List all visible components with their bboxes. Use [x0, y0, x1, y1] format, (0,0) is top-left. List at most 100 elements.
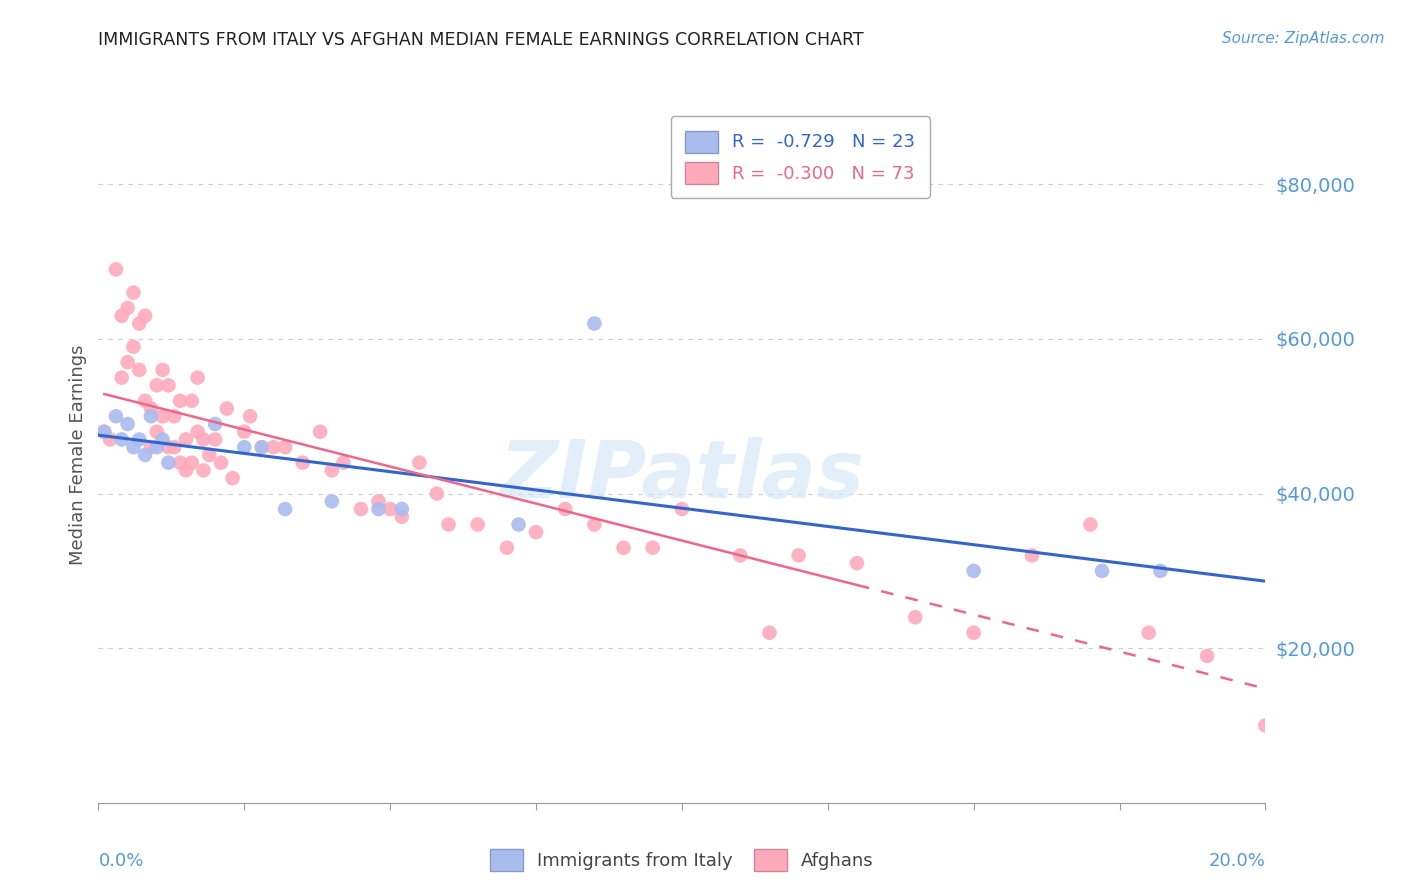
Point — [845, 556, 868, 570]
Point — [122, 440, 145, 454]
Point — [728, 549, 751, 563]
Point — [111, 433, 134, 447]
Point — [524, 525, 547, 540]
Point — [426, 486, 449, 500]
Point — [187, 370, 209, 384]
Point — [274, 502, 297, 516]
Point — [612, 541, 634, 555]
Point — [157, 440, 180, 454]
Point — [758, 625, 780, 640]
Point — [408, 456, 430, 470]
Point — [309, 425, 332, 439]
Point — [378, 502, 402, 516]
Point — [904, 610, 927, 624]
Point — [1254, 718, 1277, 732]
Point — [117, 301, 139, 315]
Point — [467, 517, 489, 532]
Point — [274, 440, 297, 454]
Point — [128, 433, 150, 447]
Point — [350, 502, 373, 516]
Point — [962, 564, 984, 578]
Point — [128, 317, 150, 331]
Point — [250, 440, 273, 454]
Point — [321, 463, 343, 477]
Point — [117, 355, 139, 369]
Point — [180, 393, 202, 408]
Point — [104, 262, 127, 277]
Point — [1149, 564, 1171, 578]
Point — [1195, 648, 1218, 663]
Point — [128, 363, 150, 377]
Point — [152, 363, 174, 377]
Point — [204, 417, 226, 431]
Point — [262, 440, 284, 454]
Point — [98, 433, 121, 447]
Point — [583, 317, 606, 331]
Point — [152, 433, 174, 447]
Point — [391, 509, 413, 524]
Text: Source: ZipAtlas.com: Source: ZipAtlas.com — [1222, 31, 1385, 46]
Point — [187, 425, 209, 439]
Point — [139, 440, 162, 454]
Point — [134, 448, 156, 462]
Point — [198, 448, 221, 462]
Point — [787, 549, 810, 563]
Point — [146, 425, 169, 439]
Point — [1091, 564, 1114, 578]
Point — [962, 625, 984, 640]
Point — [367, 502, 389, 516]
Point — [139, 409, 162, 424]
Point — [641, 541, 664, 555]
Point — [111, 370, 134, 384]
Point — [169, 393, 191, 408]
Point — [104, 409, 127, 424]
Point — [508, 517, 530, 532]
Point — [391, 502, 413, 516]
Text: 20.0%: 20.0% — [1209, 852, 1265, 870]
Point — [332, 456, 354, 470]
Point — [93, 425, 115, 439]
Point — [134, 309, 156, 323]
Point — [1137, 625, 1160, 640]
Point — [193, 433, 215, 447]
Point — [152, 409, 174, 424]
Point — [554, 502, 576, 516]
Point — [111, 309, 134, 323]
Point — [93, 425, 115, 439]
Point — [157, 378, 180, 392]
Text: ZIPatlas: ZIPatlas — [499, 437, 865, 515]
Legend: Immigrants from Italy, Afghans: Immigrants from Italy, Afghans — [482, 842, 882, 879]
Point — [209, 456, 232, 470]
Point — [250, 440, 273, 454]
Point — [169, 456, 191, 470]
Point — [437, 517, 460, 532]
Point — [122, 285, 145, 300]
Point — [139, 401, 162, 416]
Point — [233, 440, 256, 454]
Point — [204, 433, 226, 447]
Point — [239, 409, 262, 424]
Point — [180, 456, 202, 470]
Legend: R =  -0.729   N = 23, R =  -0.300   N = 73: R = -0.729 N = 23, R = -0.300 N = 73 — [671, 116, 929, 198]
Point — [174, 433, 197, 447]
Point — [233, 425, 256, 439]
Y-axis label: Median Female Earnings: Median Female Earnings — [69, 344, 87, 566]
Point — [134, 393, 156, 408]
Point — [495, 541, 517, 555]
Point — [174, 463, 197, 477]
Point — [1080, 517, 1102, 532]
Point — [117, 417, 139, 431]
Point — [583, 517, 606, 532]
Point — [215, 401, 238, 416]
Point — [671, 502, 693, 516]
Point — [291, 456, 314, 470]
Point — [157, 456, 180, 470]
Point — [146, 440, 169, 454]
Point — [1021, 549, 1043, 563]
Point — [163, 409, 186, 424]
Point — [367, 494, 389, 508]
Point — [193, 463, 215, 477]
Text: IMMIGRANTS FROM ITALY VS AFGHAN MEDIAN FEMALE EARNINGS CORRELATION CHART: IMMIGRANTS FROM ITALY VS AFGHAN MEDIAN F… — [98, 31, 865, 49]
Point — [146, 378, 169, 392]
Text: 0.0%: 0.0% — [98, 852, 143, 870]
